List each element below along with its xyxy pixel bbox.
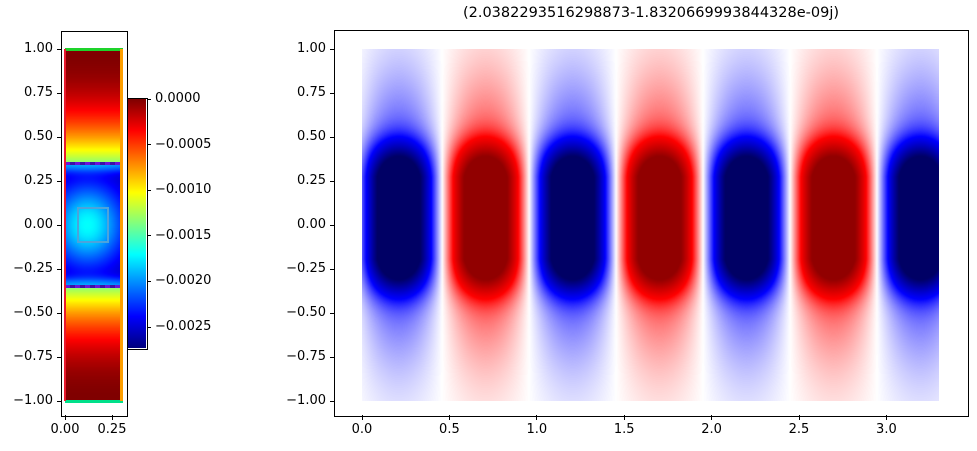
y-tick-label: −1.00 — [286, 393, 326, 408]
colorbar-tick-label: −0.0010 — [155, 182, 212, 198]
x-tick-label: 0.00 — [50, 422, 80, 437]
x-tick-mark — [64, 415, 66, 420]
colorbar-tick-mark — [147, 144, 151, 146]
colorbar-frame — [127, 98, 148, 350]
mode-profile-heatmap — [65, 49, 121, 401]
y-tick-label: 0.50 — [24, 129, 53, 144]
y-tick-label: −0.50 — [286, 305, 326, 320]
y-tick-label: −0.50 — [13, 305, 53, 320]
x-tick-mark — [885, 415, 887, 420]
y-tick-mark — [57, 268, 62, 270]
y-tick-mark — [57, 312, 62, 314]
field-pattern-axes — [334, 30, 969, 417]
colorbar-tick-mark — [147, 235, 151, 237]
y-tick-mark — [330, 400, 335, 402]
y-tick-mark — [330, 312, 335, 314]
colorbar-tick-mark — [147, 280, 151, 282]
colorbar-tick-mark — [147, 326, 151, 328]
colorbar-tick-mark — [147, 189, 151, 191]
y-tick-label: 0.25 — [297, 173, 326, 188]
field-pattern-heatmap — [362, 49, 939, 401]
boundary-line-top — [65, 47, 124, 51]
y-tick-mark — [57, 48, 62, 50]
y-tick-mark — [330, 92, 335, 94]
y-tick-label: 0.50 — [297, 129, 326, 144]
left-edge-line — [64, 49, 66, 401]
y-tick-label: 0.00 — [24, 217, 53, 232]
y-tick-label: 0.25 — [24, 173, 53, 188]
y-tick-label: 1.00 — [24, 41, 53, 56]
y-tick-mark — [330, 268, 335, 270]
x-tick-label: 2.5 — [788, 422, 810, 437]
y-tick-label: 1.00 — [297, 41, 326, 56]
waveguide-core-outline — [77, 207, 110, 243]
y-tick-mark — [57, 356, 62, 358]
y-tick-label: −0.25 — [286, 261, 326, 276]
x-tick-mark — [798, 415, 800, 420]
x-tick-mark — [711, 415, 713, 420]
x-tick-label: 1.5 — [613, 422, 635, 437]
y-tick-mark — [57, 136, 62, 138]
x-tick-mark — [361, 415, 363, 420]
interface-line-lower — [65, 285, 124, 289]
colorbar-tick-label: −0.0015 — [155, 227, 212, 243]
x-tick-label: 1.0 — [526, 422, 548, 437]
y-tick-mark — [330, 356, 335, 358]
x-tick-mark — [623, 415, 625, 420]
boundary-line-bottom — [65, 399, 124, 403]
x-tick-label: 3.0 — [876, 422, 897, 437]
colorbar-tick-label: −0.0005 — [155, 136, 212, 152]
y-tick-mark — [330, 48, 335, 50]
colorbar-tick-label: −0.0020 — [155, 273, 212, 289]
x-tick-label: 0.5 — [439, 422, 460, 437]
colorbar — [128, 99, 146, 348]
x-tick-label: 0.0 — [351, 422, 373, 437]
y-tick-label: 0.75 — [24, 85, 53, 100]
y-tick-label: −0.75 — [286, 349, 326, 364]
y-tick-mark — [57, 224, 62, 226]
y-tick-label: −0.25 — [13, 261, 53, 276]
y-tick-mark — [57, 92, 62, 94]
x-tick-mark — [536, 415, 538, 420]
y-tick-mark — [330, 180, 335, 182]
x-tick-label: 0.25 — [97, 422, 127, 437]
plot-title: (2.0382293516298873-1.8320669993844328e-… — [462, 5, 840, 21]
x-tick-mark — [448, 415, 450, 420]
interface-line-upper — [65, 161, 124, 165]
colorbar-tick-mark — [147, 98, 151, 100]
right-edge-line — [119, 49, 123, 401]
y-tick-mark — [330, 224, 335, 226]
x-tick-label: 2.0 — [701, 422, 722, 437]
y-tick-label: 0.75 — [297, 85, 326, 100]
colorbar-tick-label: −0.0025 — [155, 319, 212, 335]
colorbar-tick-label: 0.0000 — [155, 91, 201, 106]
y-tick-label: −1.00 — [13, 393, 53, 408]
y-tick-label: 0.00 — [297, 217, 326, 232]
x-tick-mark — [111, 415, 113, 420]
y-tick-mark — [57, 400, 62, 402]
y-tick-label: −0.75 — [13, 349, 53, 364]
y-tick-mark — [330, 136, 335, 138]
y-tick-mark — [57, 180, 62, 182]
